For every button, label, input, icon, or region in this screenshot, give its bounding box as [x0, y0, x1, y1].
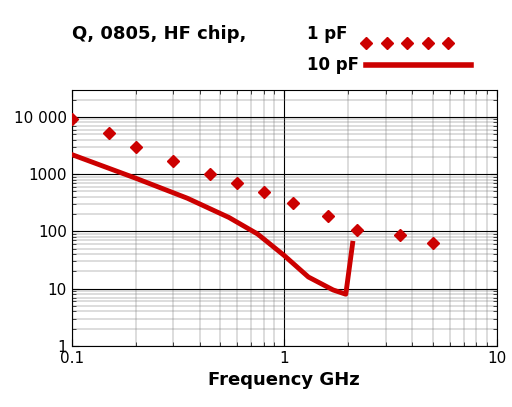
Text: 1 pF: 1 pF: [307, 25, 348, 43]
X-axis label: Frequency GHz: Frequency GHz: [208, 371, 360, 389]
Text: Q, 0805, HF chip,: Q, 0805, HF chip,: [72, 25, 246, 43]
Text: 10 pF: 10 pF: [307, 56, 359, 74]
